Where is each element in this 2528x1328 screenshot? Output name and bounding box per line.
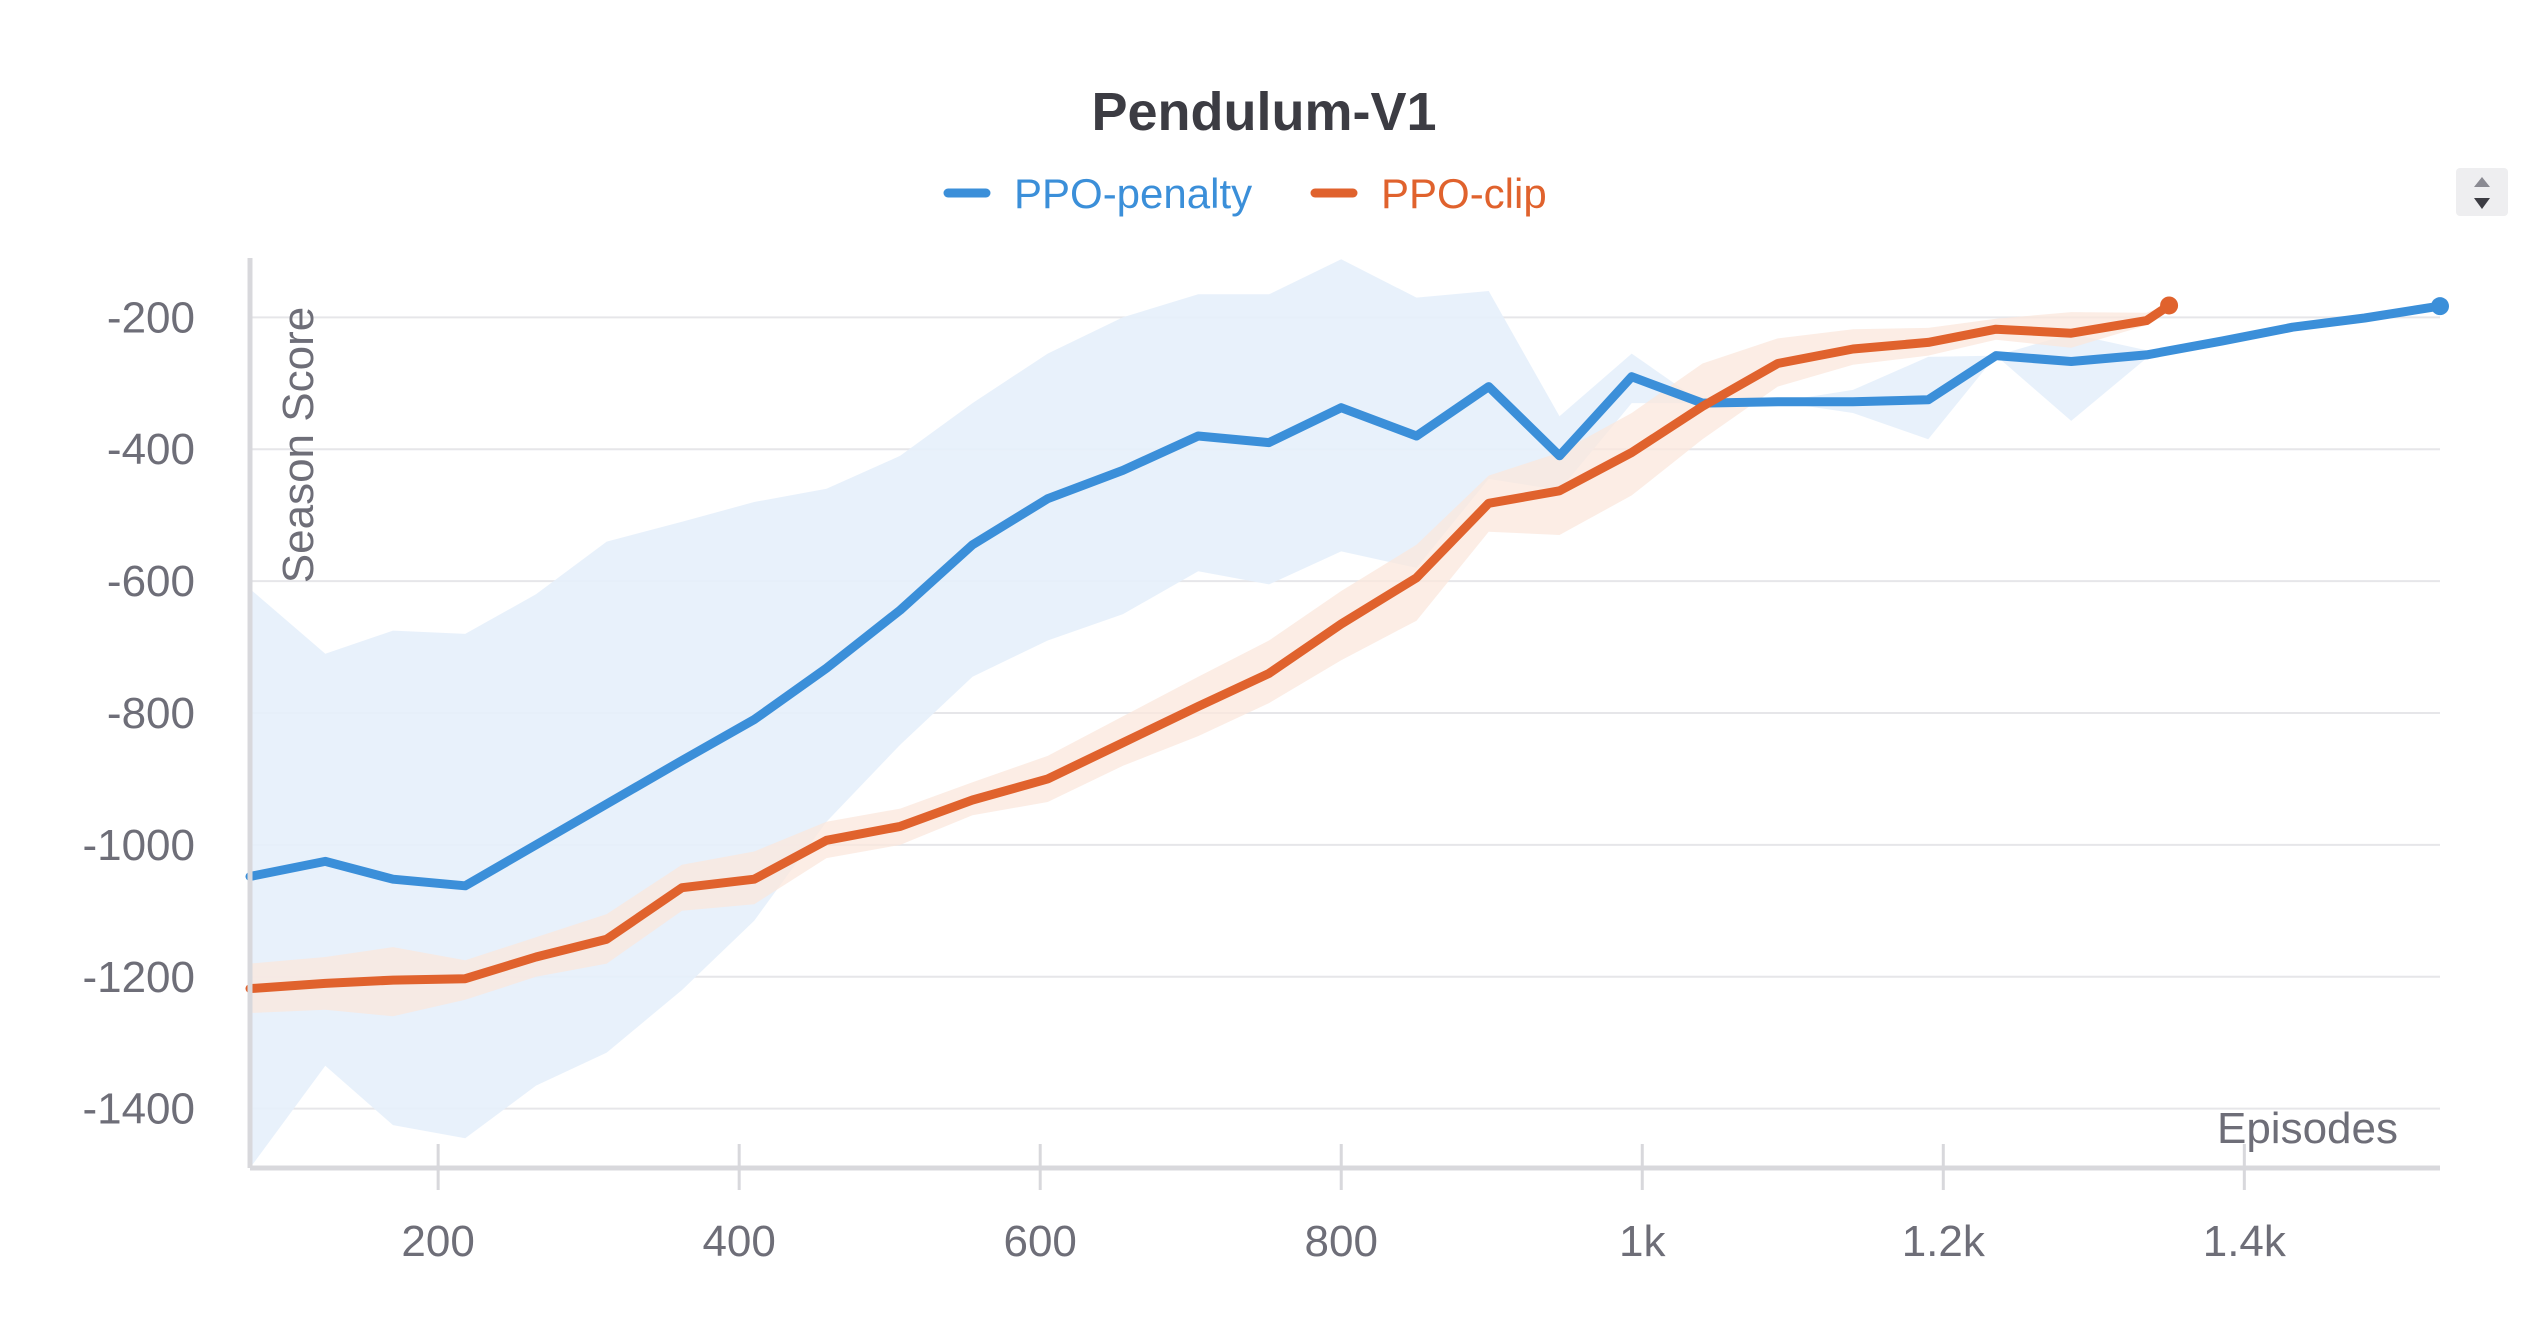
chart-title: Pendulum-V1 <box>1091 82 1436 142</box>
y-tick-label: -400 <box>107 425 195 474</box>
triangle-up-icon[interactable] <box>2474 177 2490 187</box>
legend-label: PPO-penalty <box>1014 170 1252 217</box>
series-lines <box>245 296 2449 994</box>
band-ppo-penalty <box>250 259 2440 1168</box>
legend: PPO-penalty PPO-clip <box>943 170 1547 217</box>
x-tick-label: 800 <box>1305 1217 1378 1266</box>
series-endpoint-ppo-penalty <box>2431 297 2449 316</box>
x-tick-label: 400 <box>702 1217 775 1266</box>
x-tick-label: 200 <box>401 1217 474 1266</box>
series-line-ppo-clip <box>245 301 2174 994</box>
confidence-bands <box>250 259 2440 1168</box>
tick-labels: 200 400 600 800 1k 1.2k 1.4k -200 -400 -600 -800 -1… <box>82 293 2286 1266</box>
y-tick-label: -1200 <box>82 953 195 1002</box>
series-line-ppo-penalty <box>245 301 2445 891</box>
legend-item-ppo-penalty[interactable]: PPO-penalty <box>943 170 1252 217</box>
x-tick-label: 600 <box>1003 1217 1076 1266</box>
legend-label: PPO-clip <box>1381 170 1547 217</box>
x-tick-label: 1.4k <box>2203 1217 2287 1266</box>
y-tick-label: -200 <box>107 293 195 342</box>
triangle-down-icon[interactable] <box>2474 198 2490 209</box>
x-tick-label: 1k <box>1619 1217 1666 1266</box>
x-axis-label: Episodes <box>2217 1104 2398 1153</box>
y-tick-label: -600 <box>107 557 195 606</box>
series-endpoint-ppo-clip <box>2160 296 2179 315</box>
x-tick-label: 1.2k <box>1902 1217 1986 1266</box>
legend-scroll-control[interactable] <box>2456 168 2508 216</box>
y-tick-label: -1000 <box>82 821 195 870</box>
y-axis-label: Season Score <box>274 307 323 583</box>
y-tick-label: -800 <box>107 689 195 738</box>
axes <box>247 258 2440 1190</box>
y-tick-label: -1400 <box>82 1085 195 1134</box>
legend-item-ppo-clip[interactable]: PPO-clip <box>1310 170 1547 217</box>
